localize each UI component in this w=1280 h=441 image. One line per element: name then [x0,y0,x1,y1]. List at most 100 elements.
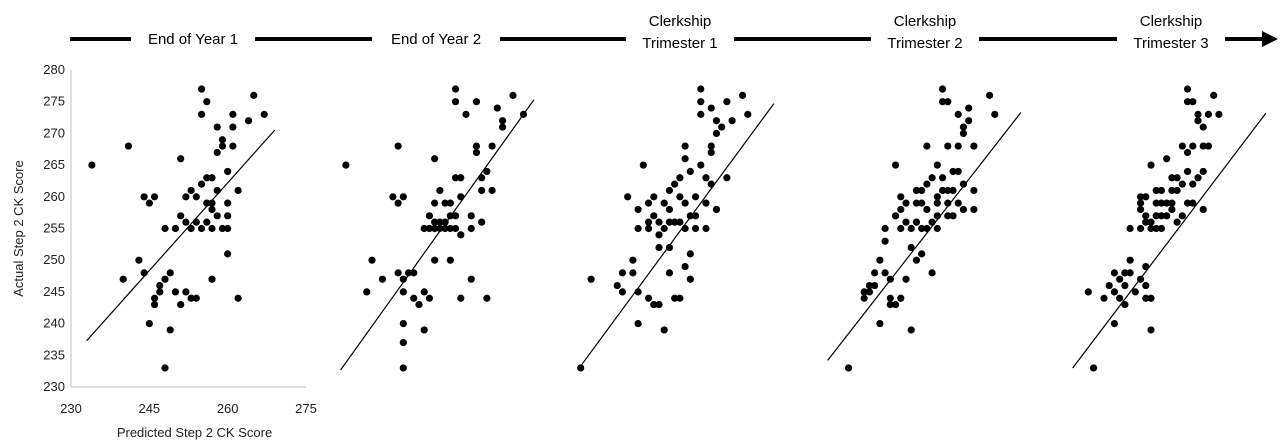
data-point [177,155,185,163]
data-point [923,205,931,214]
data-point [1147,294,1155,302]
data-point [865,288,874,296]
data-point [498,117,507,125]
data-point [959,123,968,131]
data-point [665,205,674,214]
data-point [902,199,910,207]
data-point [368,256,376,264]
data-point [342,161,350,169]
data-point [1152,212,1160,220]
data-point [876,320,884,328]
data-point [436,224,444,233]
data-point [171,288,180,296]
data-point [260,110,268,118]
scatter-panel [86,85,276,372]
data-point [938,85,947,93]
data-point [1163,199,1171,207]
data-point [135,256,143,264]
data-point [431,218,439,226]
data-point [420,288,428,296]
data-point [744,110,752,118]
data-point [436,218,444,226]
data-point [224,224,232,233]
data-point [457,231,465,239]
data-point [918,224,926,233]
data-point [686,275,694,283]
data-point [1142,212,1150,220]
data-point [665,243,674,252]
data-point [250,91,258,99]
data-point [415,300,423,309]
data-point [441,218,449,226]
data-point [1178,212,1186,220]
timeline: End of Year 1 End of Year 2 Clerkship Trime… [70,13,1278,52]
data-point [639,161,647,169]
data-point [156,281,164,290]
data-point [1100,294,1108,302]
data-point [493,104,501,112]
data-point [891,300,900,309]
data-point [150,300,159,309]
data-point [918,250,926,258]
x-tick-label: 260 [217,401,239,416]
data-point [902,275,910,283]
data-point [577,364,585,372]
data-point [425,212,434,220]
data-point [203,98,211,106]
data-point [1152,199,1160,207]
x-axis-label: Predicted Step 2 CK Score [117,425,272,440]
data-point [1157,199,1166,207]
data-point [1157,212,1166,220]
data-point [224,199,232,207]
data-point [1163,212,1171,220]
data-point [634,224,642,233]
data-point [871,269,879,277]
data-point [229,110,237,118]
data-point [451,212,460,220]
y-tick-label: 255 [43,221,65,236]
data-point [728,117,736,125]
data-point [88,161,96,169]
data-point [681,199,689,207]
data-point [1173,174,1181,182]
data-point [676,174,684,182]
data-point [1178,142,1186,150]
stage-label: Trimester 1 [642,35,717,52]
data-point [203,218,211,226]
data-point [1189,142,1197,150]
stage-label: Trimester 2 [887,35,962,52]
data-point [954,142,962,150]
data-point [660,326,668,334]
data-point [907,243,915,252]
data-point [907,326,915,334]
data-point [436,186,444,195]
data-point [234,186,242,195]
data-point [498,123,507,131]
data-point [676,294,684,302]
data-point [203,199,211,207]
data-point [171,224,180,233]
data-point [923,224,931,233]
data-point [891,212,900,220]
data-point [665,218,674,226]
data-point [224,167,232,176]
data-point [441,199,449,207]
y-tick-label: 240 [43,316,65,331]
data-point [944,186,952,195]
data-point [671,294,679,302]
data-point [723,174,731,182]
data-point [949,167,957,176]
data-point [1142,294,1150,302]
data-point [702,224,710,233]
data-point [697,110,705,118]
data-point [691,224,700,233]
data-point [954,167,962,176]
data-point [441,224,449,233]
data-point [681,224,689,233]
data-point [1178,180,1186,188]
data-point [1210,91,1218,99]
data-point [218,136,227,144]
data-point [650,212,658,220]
data-point [938,174,947,182]
data-point [881,224,889,233]
